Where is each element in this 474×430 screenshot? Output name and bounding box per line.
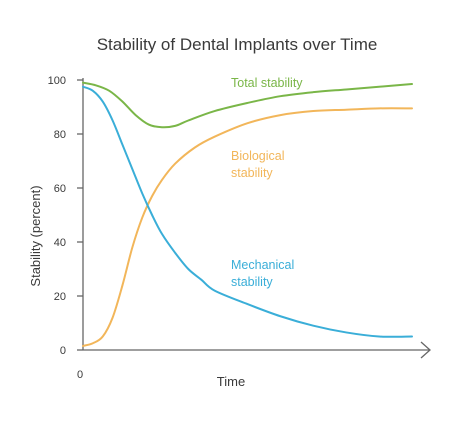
biological-stability-line	[82, 107, 413, 347]
y-axis-label: Stability (percent)	[28, 185, 43, 286]
y-tick-label: 20	[54, 291, 66, 303]
x-axis-arrow	[420, 341, 431, 359]
x-axis-label: Time	[217, 374, 245, 389]
y-tick-label: 100	[48, 75, 66, 87]
mechanical-stability-label-line: stability	[231, 275, 273, 289]
y-tick-label: 0	[60, 345, 66, 357]
mechanical-stability-label-line: Mechanical	[231, 258, 294, 272]
total-stability-label-line: Total stability	[231, 76, 303, 90]
mechanical-stability-line	[82, 85, 413, 338]
y-tick-label: 80	[54, 129, 66, 141]
y-tick-label: 60	[54, 183, 66, 195]
plot-area: 0 20 40 60 80 100 0 Total stability Biological st…	[48, 75, 431, 381]
biological-stability-label-line: stability	[231, 166, 273, 180]
axes: 0 20 40 60 80 100 0	[48, 75, 431, 381]
chart-title: Stability of Dental Implants over Time	[97, 35, 378, 54]
total-stability-line	[82, 81, 413, 129]
x-tick-label: 0	[77, 369, 83, 381]
mechanical-stability-label: Mechanical stability	[231, 258, 294, 289]
total-stability-label: Total stability	[231, 76, 303, 90]
biological-stability-label-line: Biological	[231, 149, 285, 163]
y-tick-label: 40	[54, 237, 66, 249]
biological-stability-label: Biological stability	[231, 149, 285, 180]
